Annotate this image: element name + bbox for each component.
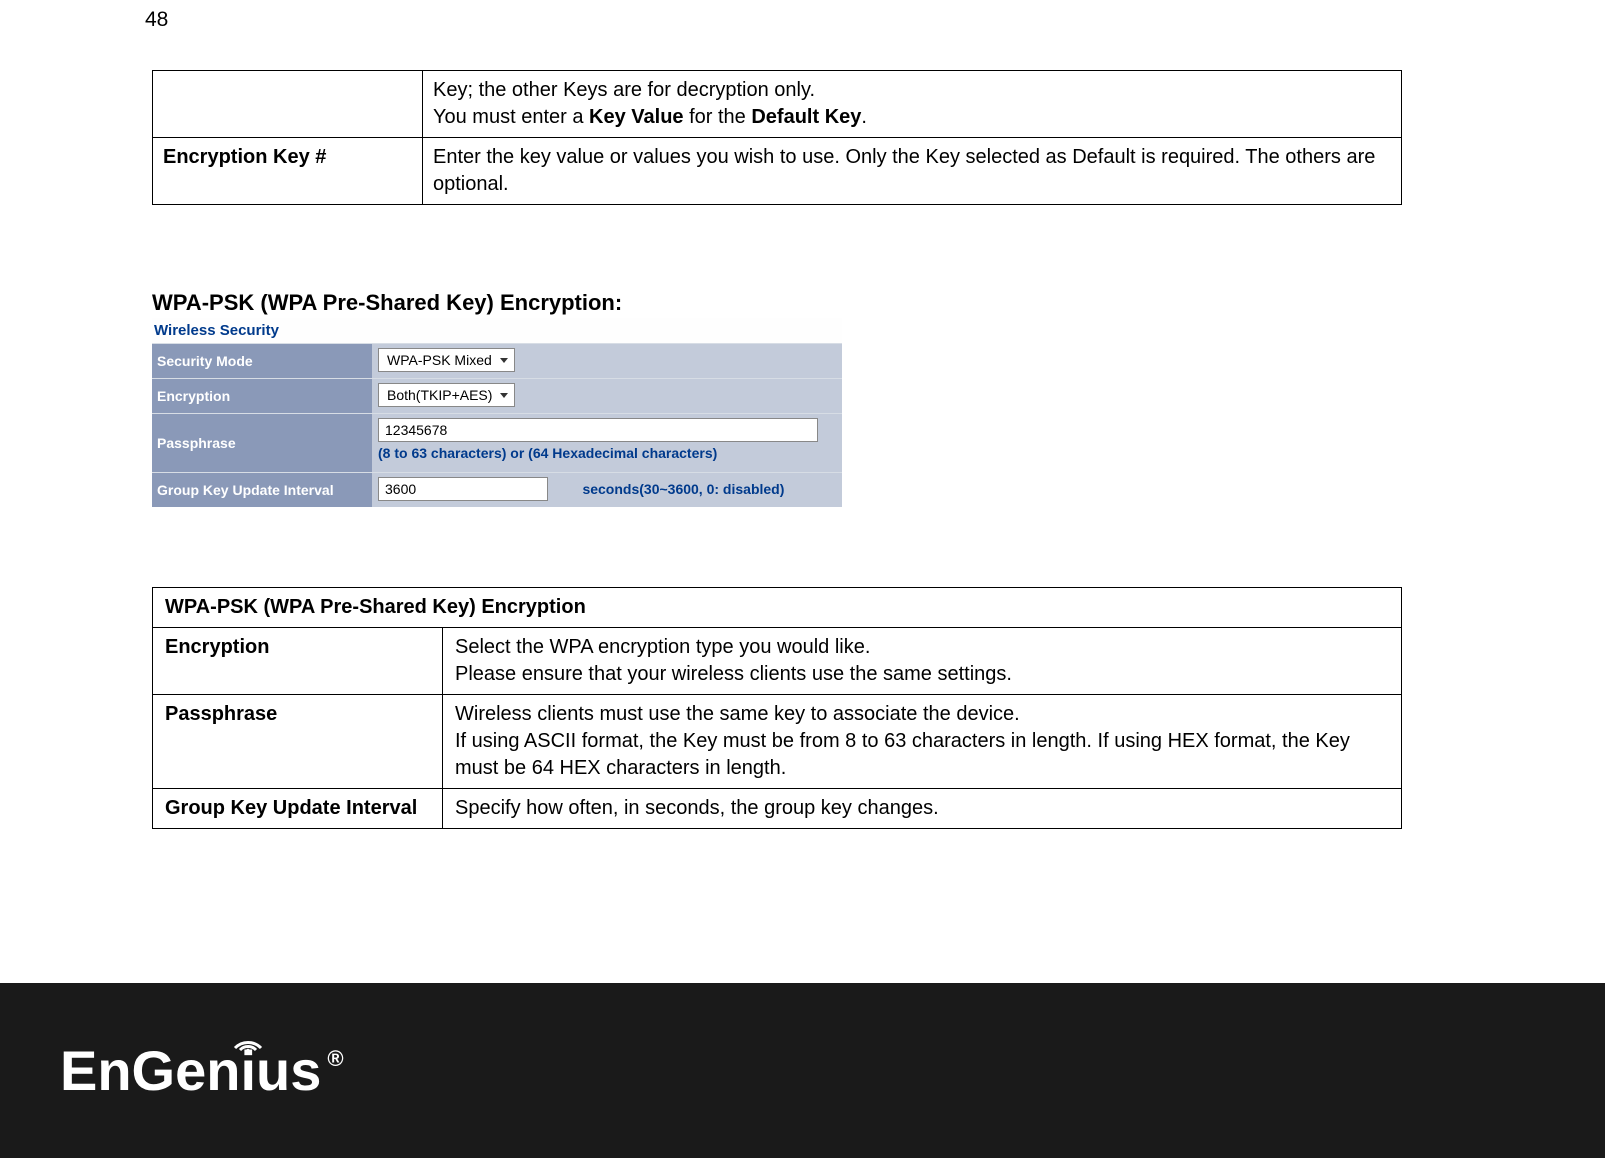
group-key-cell: 3600 seconds(30~3600, 0: disabled)	[372, 473, 842, 507]
table-row: Key; the other Keys are for decryption o…	[153, 71, 1402, 138]
wifi-icon	[231, 1030, 265, 1052]
page-footer: EnGen i us®	[0, 983, 1605, 1158]
passphrase-label: Passphrase	[152, 414, 372, 472]
security-mode-select[interactable]: WPA-PSK Mixed	[378, 348, 515, 372]
table-header-row: WPA-PSK (WPA Pre-Shared Key) Encryption	[153, 588, 1402, 628]
chevron-down-icon	[500, 358, 508, 363]
table-text-cell: Key; the other Keys are for decryption o…	[423, 71, 1402, 138]
table-label-cell: Encryption	[153, 628, 443, 695]
security-mode-cell: WPA-PSK Mixed	[372, 344, 842, 378]
passphrase-row: Passphrase 12345678 (8 to 63 characters)…	[152, 413, 842, 472]
input-value: 3600	[385, 481, 416, 497]
wireless-security-title: Wireless Security	[152, 318, 842, 343]
text-fragment: .	[861, 106, 867, 128]
security-mode-row: Security Mode WPA-PSK Mixed	[152, 343, 842, 378]
wireless-security-panel: Wireless Security Security Mode WPA-PSK …	[152, 318, 842, 507]
security-mode-label: Security Mode	[152, 344, 372, 378]
logo-text-suffix: us	[256, 1038, 321, 1103]
table-row: Passphrase Wireless clients must use the…	[153, 695, 1402, 789]
input-value: 12345678	[385, 422, 447, 438]
table-label-cell: Encryption Key #	[153, 138, 423, 205]
text-fragment: Key; the other Keys are for decryption o…	[433, 79, 815, 101]
encryption-row: Encryption Both(TKIP+AES)	[152, 378, 842, 413]
select-value: WPA-PSK Mixed	[387, 352, 492, 368]
table-header-cell: WPA-PSK (WPA Pre-Shared Key) Encryption	[153, 588, 1402, 628]
table-label-cell: Group Key Update Interval	[153, 789, 443, 829]
group-key-row: Group Key Update Interval 3600 seconds(3…	[152, 472, 842, 507]
group-key-label: Group Key Update Interval	[152, 473, 372, 507]
logo-text-prefix: EnGen	[60, 1038, 240, 1103]
page-content: Key; the other Keys are for decryption o…	[152, 70, 1402, 829]
page-number: 48	[145, 8, 168, 32]
bold-text: Default Key	[751, 106, 861, 128]
bold-text: Key Value	[589, 106, 684, 128]
table-row: Encryption Select the WPA encryption typ…	[153, 628, 1402, 695]
text-fragment: You must enter a	[433, 106, 589, 128]
description-table: WPA-PSK (WPA Pre-Shared Key) Encryption …	[152, 587, 1402, 829]
section-heading: WPA-PSK (WPA Pre-Shared Key) Encryption:	[152, 290, 1402, 316]
table-row: Encryption Key # Enter the key value or …	[153, 138, 1402, 205]
group-key-hint: seconds(30~3600, 0: disabled)	[582, 481, 784, 497]
passphrase-input[interactable]: 12345678	[378, 418, 818, 442]
top-definition-table: Key; the other Keys are for decryption o…	[152, 70, 1402, 205]
encryption-cell: Both(TKIP+AES)	[372, 379, 842, 413]
table-label-cell	[153, 71, 423, 138]
passphrase-cell: 12345678 (8 to 63 characters) or (64 Hex…	[372, 414, 842, 472]
encryption-label: Encryption	[152, 379, 372, 413]
passphrase-hint: (8 to 63 characters) or (64 Hexadecimal …	[378, 445, 836, 461]
encryption-select[interactable]: Both(TKIP+AES)	[378, 383, 515, 407]
registered-icon: ®	[327, 1046, 343, 1072]
table-row: Group Key Update Interval Specify how of…	[153, 789, 1402, 829]
text-fragment: for the	[684, 106, 752, 128]
brand-logo: EnGen i us®	[60, 1038, 344, 1103]
table-text-cell: Select the WPA encryption type you would…	[443, 628, 1402, 695]
description-table-wrap: WPA-PSK (WPA Pre-Shared Key) Encryption …	[152, 587, 1402, 829]
group-key-input[interactable]: 3600	[378, 477, 548, 501]
chevron-down-icon	[500, 393, 508, 398]
table-text-cell: Specify how often, in seconds, the group…	[443, 789, 1402, 829]
table-text-cell: Enter the key value or values you wish t…	[423, 138, 1402, 205]
table-text-cell: Wireless clients must use the same key t…	[443, 695, 1402, 789]
logo-i: i	[240, 1038, 256, 1103]
table-label-cell: Passphrase	[153, 695, 443, 789]
select-value: Both(TKIP+AES)	[387, 387, 492, 403]
